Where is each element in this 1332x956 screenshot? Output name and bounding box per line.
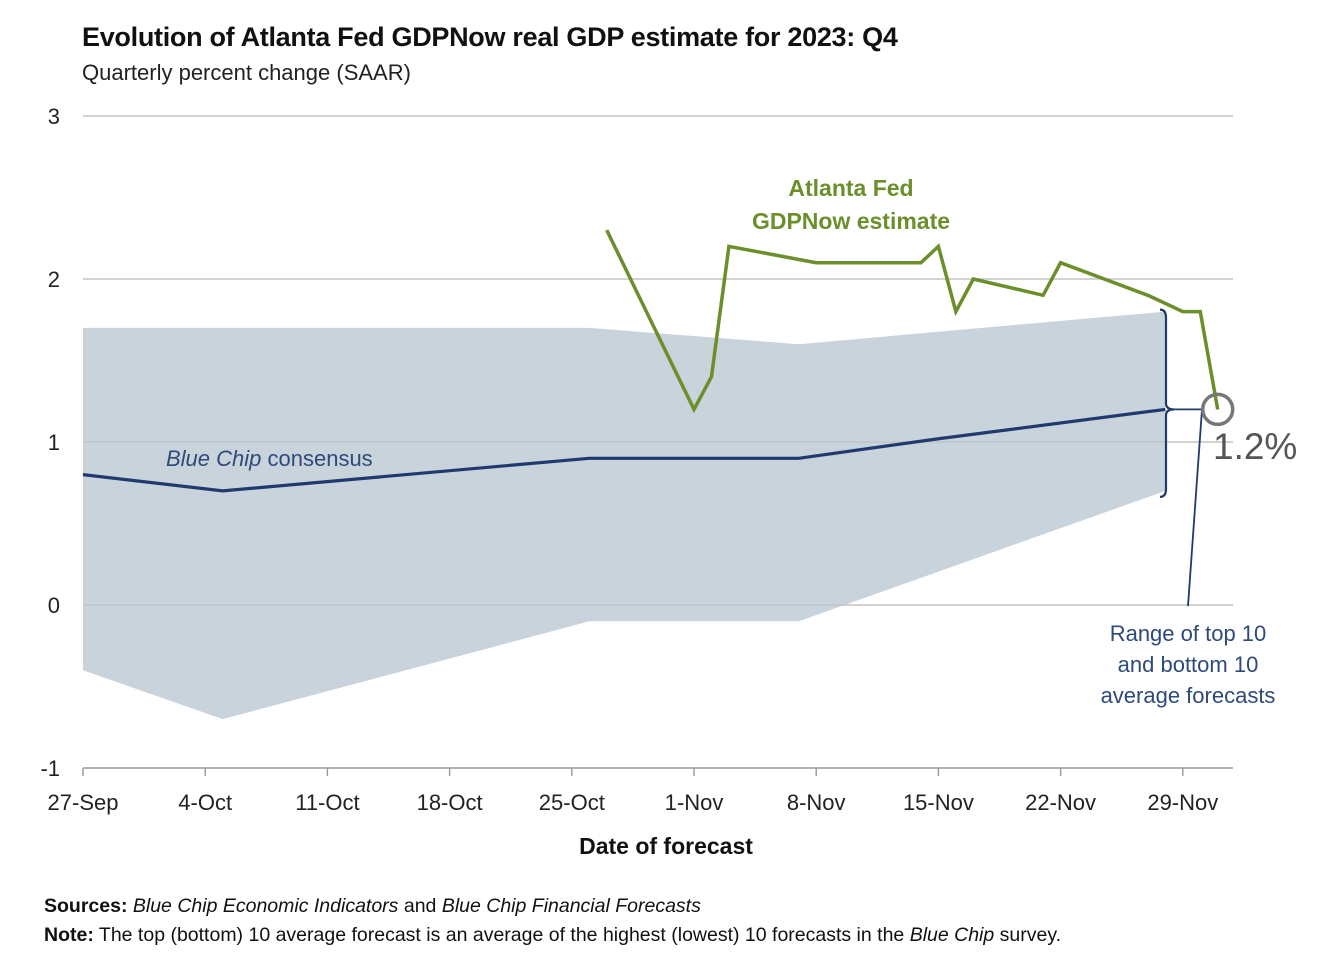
- y-tick-label: -1: [40, 756, 60, 781]
- y-tick-label: 0: [48, 593, 60, 618]
- x-tick-label: 4-Oct: [178, 790, 232, 815]
- x-axis-title: Date of forecast: [579, 833, 753, 859]
- y-tick-label: 2: [48, 267, 60, 292]
- y-tick-label: 3: [48, 104, 60, 129]
- x-tick-label: 1-Nov: [665, 790, 724, 815]
- range-band: [83, 311, 1166, 720]
- x-tick-label: 27-Sep: [48, 790, 119, 815]
- latest-value-marker: [1200, 392, 1235, 427]
- x-tick-label: 29-Nov: [1147, 790, 1218, 815]
- range-leader: [1187, 409, 1203, 607]
- x-tick-label: 25-Oct: [539, 790, 605, 815]
- range-label: average forecasts: [1101, 683, 1276, 708]
- gdpnow-line: [605, 229, 1220, 414]
- gdpnow-label: GDPNow estimate: [752, 208, 950, 234]
- gdpnow-label: Atlanta Fed: [788, 175, 913, 201]
- x-tick-label: 18-Oct: [417, 790, 483, 815]
- chart-plot: 3 2 1 0 -1 27-Sep 4-Oct 11-Oct 18-Oct 25-Oct 1-No…: [40, 104, 1297, 859]
- latest-value-label: 1.2%: [1213, 426, 1297, 467]
- y-tick-label: 1: [48, 430, 60, 455]
- chart-footer: Sources: Blue Chip Economic Indicators a…: [44, 892, 1061, 950]
- x-tick-label: 11-Oct: [295, 790, 359, 815]
- range-label: Range of top 10: [1110, 621, 1267, 646]
- range-label: and bottom 10: [1118, 652, 1259, 677]
- chart-subtitle: Quarterly percent change (SAAR): [82, 60, 411, 85]
- sources-line: Sources: Blue Chip Economic Indicators a…: [44, 895, 701, 917]
- x-tick-label: 8-Nov: [787, 790, 846, 815]
- x-tick-label: 22-Nov: [1025, 790, 1096, 815]
- note-line: Note: The top (bottom) 10 average foreca…: [44, 924, 1062, 946]
- chart-title: Evolution of Atlanta Fed GDPNow real GDP…: [82, 22, 898, 52]
- consensus-label: Blue Chip consensus: [166, 446, 373, 471]
- x-tick-label: 15-Nov: [903, 790, 974, 815]
- consensus-line: [82, 407, 1166, 493]
